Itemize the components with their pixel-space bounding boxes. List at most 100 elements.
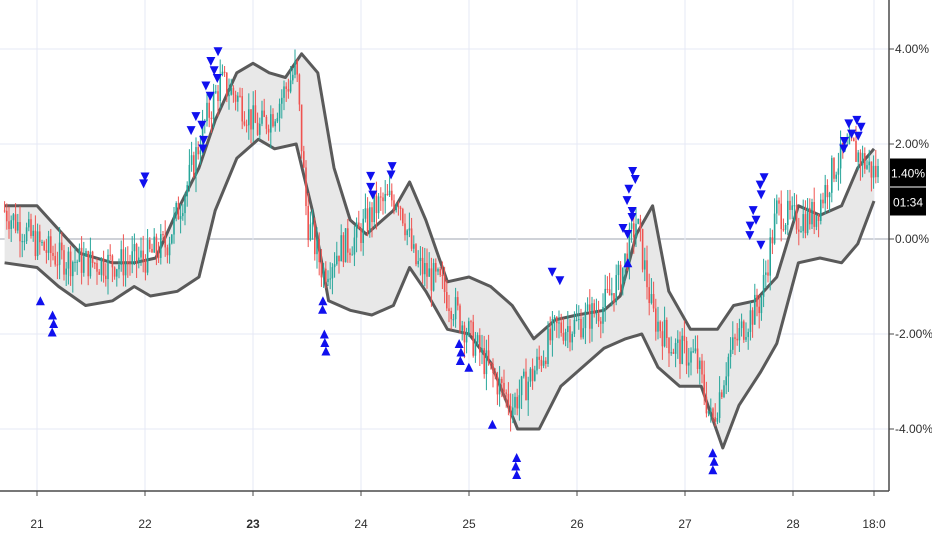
candle-body: [529, 368, 532, 382]
candle-body: [666, 319, 668, 339]
candle-body: [160, 234, 162, 258]
candle-body: [424, 262, 426, 275]
candle-body: [83, 256, 85, 273]
current-value-label: 1.40%: [891, 167, 925, 181]
candle-body: [727, 356, 730, 377]
candle-body: [413, 244, 415, 249]
envelope-band: [4, 52, 876, 450]
candle-body: [630, 223, 633, 229]
candle-body: [111, 255, 114, 268]
candle-body: [287, 88, 290, 92]
candle-body: [329, 278, 331, 280]
sell-signal-marker: [212, 73, 222, 83]
buy-signal-marker: [455, 356, 465, 365]
candle-body: [261, 110, 263, 124]
candle-body: [835, 174, 837, 179]
candle-body: [564, 331, 567, 341]
candle-body: [718, 392, 721, 419]
candle-body: [166, 247, 169, 256]
buy-signal-marker: [454, 339, 464, 348]
candle-body: [525, 371, 527, 401]
candle-body: [388, 190, 391, 196]
candle-body: [342, 235, 345, 263]
candle-body: [468, 321, 470, 335]
candle-body: [265, 116, 268, 129]
candle-body: [50, 236, 52, 253]
candle-body: [248, 109, 250, 126]
candle-body: [419, 257, 422, 262]
candle-body: [527, 381, 529, 401]
sell-signal-marker: [198, 144, 208, 154]
candle-body: [646, 260, 648, 288]
candle-body: [771, 237, 774, 244]
candle-body: [377, 196, 380, 214]
price-badges: 1.40% 01:34: [890, 158, 926, 216]
band-upper-line: [4, 52, 876, 341]
candle-body: [655, 308, 657, 332]
buy-signal-marker: [35, 296, 45, 306]
candle-body: [344, 228, 347, 263]
candle-body: [177, 202, 180, 220]
candle-body: [430, 268, 433, 291]
candle-body: [472, 321, 474, 356]
buy-signal-marker: [318, 296, 328, 306]
candle-body: [25, 227, 28, 242]
sell-signal-marker: [755, 180, 765, 190]
candle-body: [782, 229, 785, 231]
candle-body: [292, 74, 294, 81]
candle-body: [408, 228, 411, 231]
candle-body: [745, 337, 747, 340]
buy-signal-marker: [47, 327, 57, 337]
candle-body: [30, 219, 32, 237]
sell-signal-marker: [191, 112, 201, 122]
candle-body: [43, 241, 45, 251]
candle-body: [547, 328, 549, 364]
candle-body: [316, 238, 318, 255]
buy-signal-marker: [709, 456, 719, 466]
sell-signal-marker: [839, 144, 849, 154]
candle-body: [437, 269, 439, 272]
buy-signal-marker: [319, 329, 329, 339]
x-tick-label: 23: [246, 517, 260, 531]
candle-body: [617, 264, 620, 276]
candle-body: [443, 275, 446, 293]
candle-body: [459, 305, 461, 331]
x-tick-label: 26: [570, 517, 584, 531]
candle-body: [602, 306, 604, 324]
candle-body: [364, 208, 367, 219]
candle-body: [496, 376, 499, 395]
candle-body: [575, 319, 578, 321]
candle-body: [820, 199, 822, 221]
current-value-badge: [890, 158, 926, 187]
candle-body: [80, 247, 83, 273]
candle-body: [780, 203, 782, 230]
candle-body: [168, 243, 171, 256]
candle-body: [415, 244, 417, 265]
sell-signal-marker: [547, 267, 557, 277]
candle-body: [804, 214, 807, 234]
candle-body: [109, 254, 111, 256]
y-tick-label: 0.00%: [895, 232, 929, 246]
band-fill: [4, 53, 875, 449]
candle-body: [144, 260, 147, 273]
sell-signal-marker: [856, 122, 866, 132]
sell-signal-marker: [630, 175, 640, 185]
candle-body: [85, 251, 87, 257]
candle-body: [89, 251, 92, 277]
buy-signal-marker: [708, 448, 718, 458]
candle-body: [391, 190, 393, 201]
candle-body: [663, 319, 666, 347]
candle-body: [129, 263, 131, 265]
candle-body: [366, 208, 369, 232]
candle-body: [215, 91, 217, 93]
candle-body: [67, 251, 70, 269]
candle-body: [39, 231, 41, 243]
candle-body: [140, 250, 142, 258]
candle-body: [795, 205, 798, 230]
y-tick-label: -2.00%: [895, 327, 932, 341]
candle-body: [232, 87, 235, 95]
candle-body: [179, 216, 182, 220]
candle-body: [78, 247, 81, 262]
candle-body: [410, 228, 413, 249]
